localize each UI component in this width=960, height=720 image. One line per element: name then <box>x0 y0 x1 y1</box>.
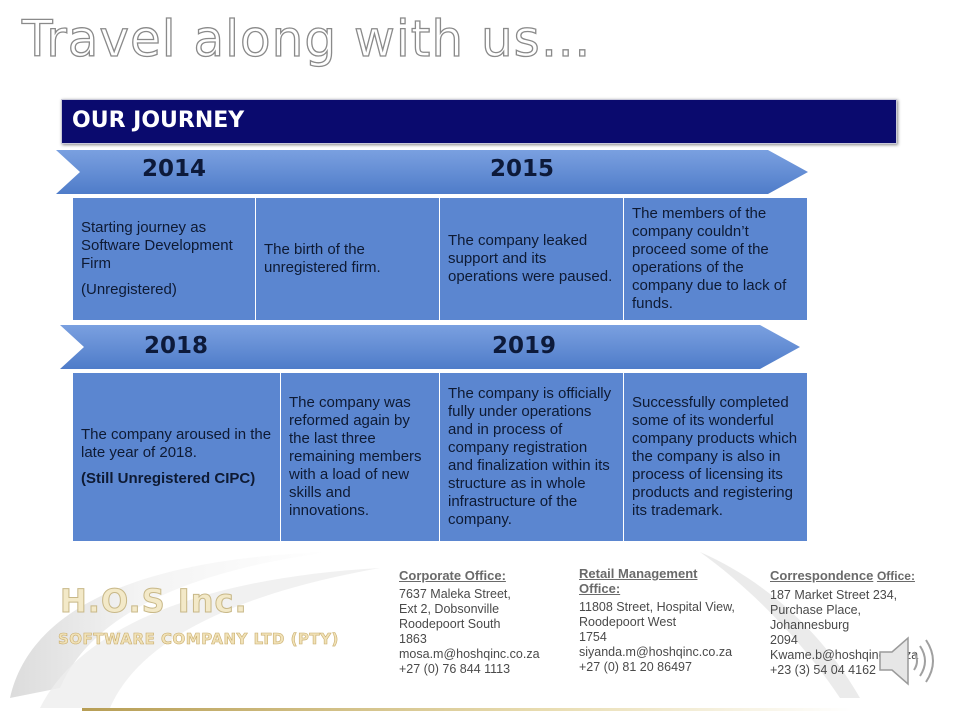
timeline-arrow-2: 2018 2019 <box>60 325 800 369</box>
retail-office: Retail Management Office: 11808 Street, … <box>579 566 735 675</box>
timeline-cell: The company was reformed again by the la… <box>281 373 440 541</box>
year-label: 2019 <box>492 333 557 359</box>
office-heading: Retail Management <box>579 566 698 581</box>
timeline-cell: Starting journey as Software Development… <box>73 198 256 320</box>
office-heading: Office: <box>579 581 621 596</box>
office-heading: Corporate Office: <box>399 568 506 583</box>
office-line: Johannesburg <box>770 618 850 632</box>
office-line: Roodepoort South <box>399 617 501 631</box>
our-journey-banner: OUR JOURNEY <box>61 99 897 144</box>
cell-note: (Still Unregistered CIPC) <box>81 470 256 487</box>
office-heading-wrap: Correspondence Office: <box>770 568 918 584</box>
cell-text: The company aroused in the late year of … <box>81 426 272 461</box>
cell-text: Starting journey as Software Development… <box>81 219 233 272</box>
cell-text: The birth of the unregistered firm. <box>264 241 381 276</box>
cell-text: The company was reformed again by the la… <box>289 394 422 519</box>
slide-title: Travel along with us… <box>21 9 592 68</box>
office-line: 11808 Street, Hospital View, <box>579 600 735 614</box>
office-heading: Office: <box>876 569 915 583</box>
footer-swoosh <box>10 552 860 708</box>
timeline-cell: Successfully completed some of its wonde… <box>624 373 807 541</box>
office-phone: +27 (0) 76 844 1113 <box>399 662 511 676</box>
cell-text: The company is officially fully under op… <box>448 385 612 528</box>
office-line: Ext 2, Dobsonville <box>399 602 500 616</box>
speaker-icon[interactable] <box>876 632 938 695</box>
office-line: 7637 Maleka Street, <box>399 587 511 601</box>
cell-text: Successfully completed some of its wonde… <box>632 394 798 519</box>
banner-label: OUR JOURNEY <box>72 108 245 133</box>
office-line: Roodepoort West <box>579 615 677 629</box>
company-subtitle: SOFTWARE COMPANY LTD (PTY) <box>58 630 339 649</box>
timeline-row-1: Starting journey as Software Development… <box>73 198 807 320</box>
year-label: 2015 <box>490 156 555 182</box>
timeline-cell: The members of the company couldn’t proc… <box>624 198 807 320</box>
office-phone: +23 (3) 54 04 4162 <box>770 663 876 677</box>
office-email: siyanda.m@hoshqinc.co.za <box>579 645 733 659</box>
year-label: 2014 <box>142 156 207 182</box>
office-phone: +27 (0) 81 20 86497 <box>579 660 692 674</box>
office-line: 187 Market Street 234, <box>770 588 898 602</box>
office-email: mosa.m@hoshqinc.co.za <box>399 647 540 661</box>
company-logo: H.O.S Inc. <box>60 582 248 621</box>
office-line: Purchase Place, <box>770 603 862 617</box>
timeline-cell: The company leaked support and its opera… <box>440 198 624 320</box>
corporate-office: Corporate Office: 7637 Maleka Street, Ex… <box>399 568 540 677</box>
cell-text: The company leaked support and its opera… <box>448 232 613 285</box>
timeline-arrow-1: 2014 2015 <box>56 150 808 194</box>
year-label: 2018 <box>144 333 209 359</box>
timeline-cell: The company is officially fully under op… <box>440 373 624 541</box>
office-line: 2094 <box>770 633 798 647</box>
timeline-cell: The birth of the unregistered firm. <box>256 198 440 320</box>
office-line: 1863 <box>399 632 427 646</box>
timeline-cell: The company aroused in the late year of … <box>73 373 281 541</box>
cell-note: (Unregistered) <box>81 281 177 298</box>
office-heading: Correspondence <box>770 568 874 583</box>
timeline-row-2: The company aroused in the late year of … <box>73 373 807 541</box>
cell-text: The members of the company couldn’t proc… <box>632 205 787 312</box>
office-line: 1754 <box>579 630 607 644</box>
footer-gold-line <box>82 708 852 711</box>
